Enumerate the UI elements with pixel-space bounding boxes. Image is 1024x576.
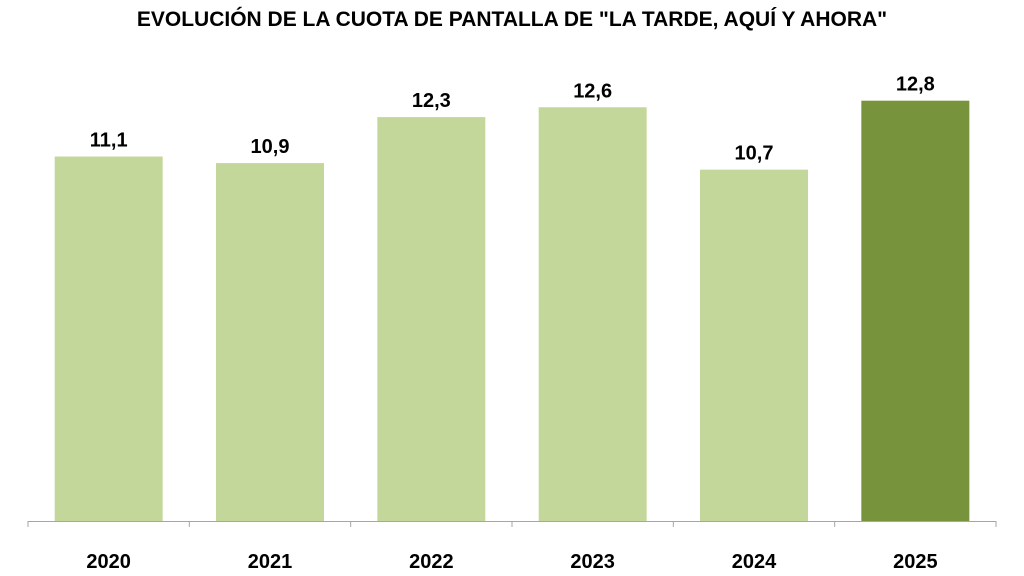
bar-2023: [538, 107, 647, 522]
value-label-2021: 10,9: [251, 136, 290, 158]
bar-2020: [54, 156, 163, 522]
category-labels-group: 2020 2021 2022 2023 2024 2025: [86, 551, 937, 573]
category-label-2020: 2020: [86, 551, 131, 573]
category-label-2024: 2024: [732, 551, 777, 573]
category-label-2023: 2023: [570, 551, 615, 573]
category-label-2025: 2025: [893, 551, 938, 573]
value-label-2025: 12,8: [896, 74, 935, 96]
value-label-2020: 11,1: [90, 130, 128, 152]
bars-group: [54, 100, 970, 522]
value-label-2022: 12,3: [412, 90, 451, 112]
bar-2021: [216, 163, 324, 522]
x-axis-ticks: [27, 521, 997, 527]
value-label-2023: 12,6: [573, 80, 612, 102]
value-label-2024: 10,7: [735, 143, 774, 165]
category-label-2022: 2022: [409, 551, 454, 573]
bar-2024: [700, 169, 808, 521]
value-labels-group: 11,1 10,9 12,3 12,6 10,7 12,8: [90, 74, 935, 165]
category-label-2021: 2021: [248, 551, 293, 573]
chart-title: EVOLUCIÓN DE LA CUOTA DE PANTALLA DE "LA…: [137, 7, 887, 31]
bar-2025: [861, 100, 970, 522]
bar-2022: [377, 117, 486, 521]
